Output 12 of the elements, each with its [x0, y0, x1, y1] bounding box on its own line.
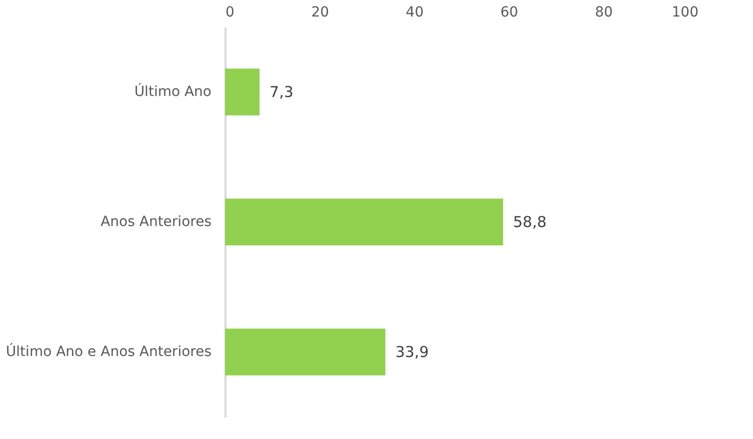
y-tick-label: Último Ano e Anos Anteriores — [6, 343, 212, 360]
data-label: 58,8 — [513, 213, 547, 231]
y-tick-label: Último Ano — [134, 83, 212, 100]
data-label: 7,3 — [270, 83, 294, 101]
x-tick-label: 80 — [594, 4, 613, 20]
x-tick-label: 20 — [311, 4, 330, 20]
x-tick-label: 40 — [406, 4, 424, 20]
data-label: 33,9 — [395, 343, 429, 361]
x-tick-label: 100 — [672, 4, 698, 20]
x-tick-label: 0 — [226, 4, 234, 20]
y-tick-label: Anos Anteriores — [100, 214, 212, 230]
x-tick-label: 60 — [500, 4, 518, 20]
